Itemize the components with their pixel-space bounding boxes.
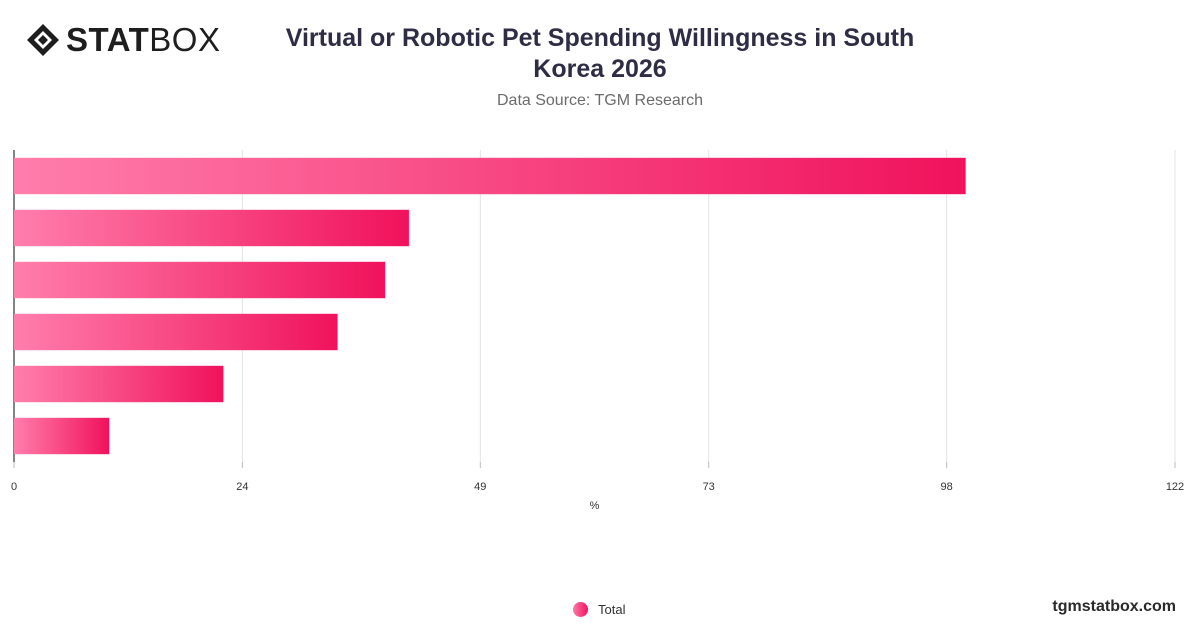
x-axis-label: % [590, 500, 600, 512]
bar [14, 261, 386, 299]
logo-text: STATBOX [66, 22, 220, 58]
bar [14, 157, 966, 195]
chart-title: Virtual or Robotic Pet Spending Willingn… [285, 24, 915, 83]
logo-text-bold: STAT [66, 21, 150, 58]
bar [14, 313, 338, 351]
bar-chart: 0 24 49 73 98 122% [11, 150, 1184, 512]
x-tick-label: 49 [474, 481, 486, 493]
bar [14, 365, 224, 403]
x-tick-label: 73 [703, 481, 715, 493]
bar [14, 417, 110, 455]
legend-label-total: Total [598, 602, 626, 617]
x-tick-label: 122 [1166, 481, 1184, 493]
x-tick-label: 24 [236, 481, 248, 493]
site-url[interactable]: tgmstatbox.com [1052, 598, 1176, 615]
x-tick-label: 0 [11, 481, 17, 493]
x-tick-label: 98 [940, 481, 952, 493]
chart-legend[interactable]: Total [573, 602, 625, 617]
legend-marker-total [573, 602, 588, 617]
logo-text-regular: BOX [149, 21, 221, 58]
bar [14, 209, 409, 247]
chart-subtitle: Data Source: TGM Research [496, 92, 703, 109]
statbox-logo[interactable]: STATBOX [26, 22, 220, 58]
diamond-logo-icon [27, 24, 59, 56]
